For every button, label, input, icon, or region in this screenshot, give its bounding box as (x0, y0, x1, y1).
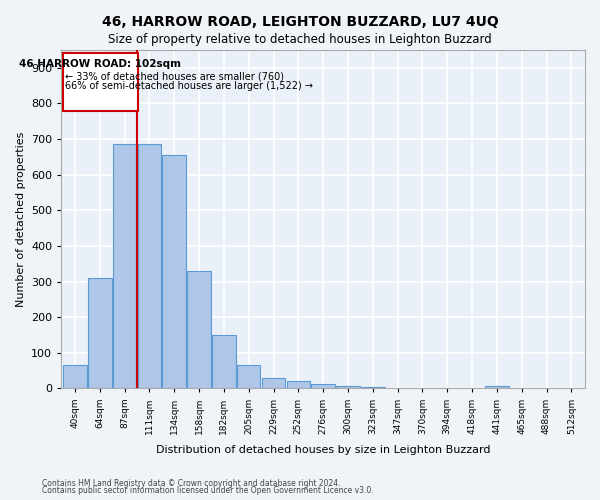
Text: Contains public sector information licensed under the Open Government Licence v3: Contains public sector information licen… (42, 486, 374, 495)
Bar (361, 386, 385, 388)
Bar (88, 278, 112, 388)
Y-axis label: Number of detached properties: Number of detached properties (16, 132, 26, 307)
Text: Contains HM Land Registry data © Crown copyright and database right 2024.: Contains HM Land Registry data © Crown c… (42, 478, 341, 488)
FancyBboxPatch shape (62, 53, 138, 112)
Bar (187, 271, 211, 388)
Text: 66% of semi-detached houses are larger (1,522) →: 66% of semi-detached houses are larger (… (65, 82, 313, 92)
Bar (336, 386, 360, 388)
Text: ← 33% of detached houses are smaller (760): ← 33% of detached houses are smaller (76… (65, 72, 284, 82)
Bar (113, 144, 136, 388)
Bar (237, 366, 260, 388)
Bar (63, 366, 87, 388)
Bar (212, 335, 236, 388)
Bar (311, 384, 335, 388)
Bar (485, 386, 509, 388)
Text: 46, HARROW ROAD, LEIGHTON BUZZARD, LU7 4UQ: 46, HARROW ROAD, LEIGHTON BUZZARD, LU7 4… (101, 15, 499, 29)
Bar (262, 378, 285, 388)
Bar (137, 144, 161, 388)
Text: 46 HARROW ROAD: 102sqm: 46 HARROW ROAD: 102sqm (19, 60, 181, 70)
Text: Size of property relative to detached houses in Leighton Buzzard: Size of property relative to detached ho… (108, 32, 492, 46)
X-axis label: Distribution of detached houses by size in Leighton Buzzard: Distribution of detached houses by size … (156, 445, 490, 455)
Bar (163, 155, 186, 388)
Bar (287, 382, 310, 388)
